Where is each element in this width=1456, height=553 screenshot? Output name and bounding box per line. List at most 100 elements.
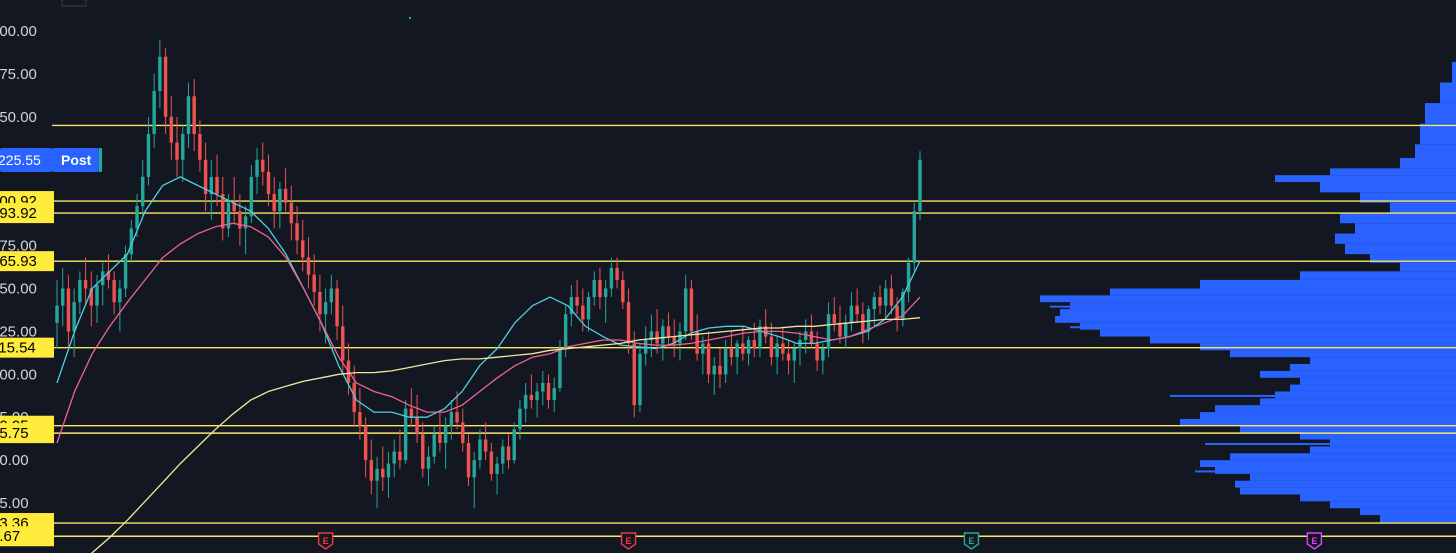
candle-body bbox=[575, 297, 579, 306]
candle bbox=[83, 257, 88, 306]
candle-body bbox=[123, 254, 128, 289]
candle-body bbox=[61, 288, 65, 306]
ma-line bbox=[56, 222, 921, 444]
candle bbox=[295, 206, 299, 255]
profile-bar bbox=[1360, 192, 1456, 203]
profile-bar bbox=[1335, 233, 1456, 244]
candle-body bbox=[752, 339, 756, 349]
earnings-shield bbox=[620, 532, 637, 550]
profile-bar bbox=[1380, 515, 1456, 524]
candle bbox=[398, 429, 402, 469]
candle-body bbox=[381, 468, 385, 478]
candle-body bbox=[323, 302, 328, 315]
candle-body bbox=[523, 394, 528, 409]
candle bbox=[638, 343, 642, 413]
candle-body bbox=[112, 279, 116, 303]
profile-bar bbox=[1400, 158, 1456, 169]
candlesticks bbox=[55, 39, 922, 509]
candle-body bbox=[266, 171, 271, 195]
candle-body bbox=[255, 159, 259, 177]
level-label: 115.54 bbox=[0, 340, 36, 357]
profile-bar bbox=[1260, 398, 1456, 406]
candle-body bbox=[375, 468, 379, 481]
candle-body bbox=[912, 211, 916, 263]
candle-body bbox=[249, 176, 254, 217]
earnings-label: E bbox=[323, 536, 329, 546]
candle-body bbox=[581, 305, 585, 320]
candle bbox=[301, 219, 305, 272]
profile-bar bbox=[1310, 357, 1456, 365]
candle bbox=[506, 434, 511, 469]
earnings-marker[interactable]: E bbox=[1306, 532, 1323, 550]
profile-bar bbox=[1300, 377, 1456, 385]
candle-body bbox=[535, 391, 539, 401]
profile-bar bbox=[1180, 418, 1456, 426]
profile-bar bbox=[1345, 243, 1456, 255]
candle bbox=[552, 377, 556, 413]
profile-bar bbox=[1240, 487, 1456, 495]
candle-body bbox=[215, 176, 219, 195]
candle-body bbox=[649, 331, 654, 340]
candle bbox=[643, 326, 648, 366]
candle-body bbox=[409, 408, 414, 418]
profile-bar bbox=[1055, 315, 1456, 323]
candle bbox=[78, 271, 82, 315]
candle bbox=[466, 434, 471, 486]
candle-body bbox=[329, 288, 334, 303]
earnings-label: E bbox=[626, 536, 632, 546]
candle-body bbox=[238, 211, 242, 229]
candle bbox=[415, 394, 419, 443]
candle bbox=[141, 159, 145, 217]
candle-body bbox=[741, 343, 745, 354]
candle bbox=[712, 357, 716, 395]
post-price-label: 225.55 bbox=[0, 152, 41, 168]
candle-body bbox=[563, 314, 568, 349]
candle-body bbox=[701, 343, 705, 354]
candle-body bbox=[415, 417, 419, 435]
candle-body bbox=[192, 96, 196, 134]
candle-body bbox=[769, 336, 774, 358]
candle-body bbox=[901, 291, 905, 320]
candle-body bbox=[615, 267, 619, 280]
candle bbox=[146, 116, 151, 186]
candle-body bbox=[621, 279, 625, 303]
post-tag-box bbox=[52, 148, 99, 172]
candle-body bbox=[72, 302, 76, 332]
post-price-box bbox=[0, 148, 52, 172]
candle bbox=[632, 331, 636, 418]
earnings-marker[interactable]: E bbox=[620, 532, 637, 550]
candle bbox=[849, 291, 854, 332]
profile-bar bbox=[1320, 182, 1456, 193]
level-label: 5.67 bbox=[0, 528, 20, 545]
candle bbox=[792, 343, 796, 383]
earnings-marker[interactable]: E bbox=[317, 532, 334, 550]
candle-body bbox=[443, 425, 448, 443]
candle-body bbox=[426, 456, 431, 469]
profile-bar bbox=[1330, 501, 1456, 509]
level-label-box bbox=[0, 251, 54, 272]
profile-bar bbox=[1355, 223, 1456, 234]
candle bbox=[866, 305, 871, 340]
candle-body bbox=[129, 228, 134, 255]
candle bbox=[221, 176, 225, 241]
candle-body bbox=[832, 314, 836, 323]
candle bbox=[741, 326, 745, 361]
candle bbox=[112, 271, 116, 315]
candle-body bbox=[483, 439, 488, 452]
top-handle[interactable] bbox=[61, 0, 87, 7]
candle-body bbox=[815, 343, 819, 361]
candle bbox=[798, 331, 802, 366]
candle bbox=[278, 182, 282, 229]
y-tick-label: 275.00 bbox=[0, 66, 37, 83]
candle bbox=[163, 48, 168, 134]
candle-body bbox=[243, 216, 248, 229]
candle-body bbox=[306, 257, 311, 275]
candle bbox=[66, 274, 71, 349]
candle-body bbox=[746, 339, 751, 354]
candle bbox=[918, 151, 922, 220]
earnings-marker[interactable]: E bbox=[963, 532, 980, 550]
candle bbox=[546, 374, 551, 409]
candle bbox=[598, 267, 602, 310]
